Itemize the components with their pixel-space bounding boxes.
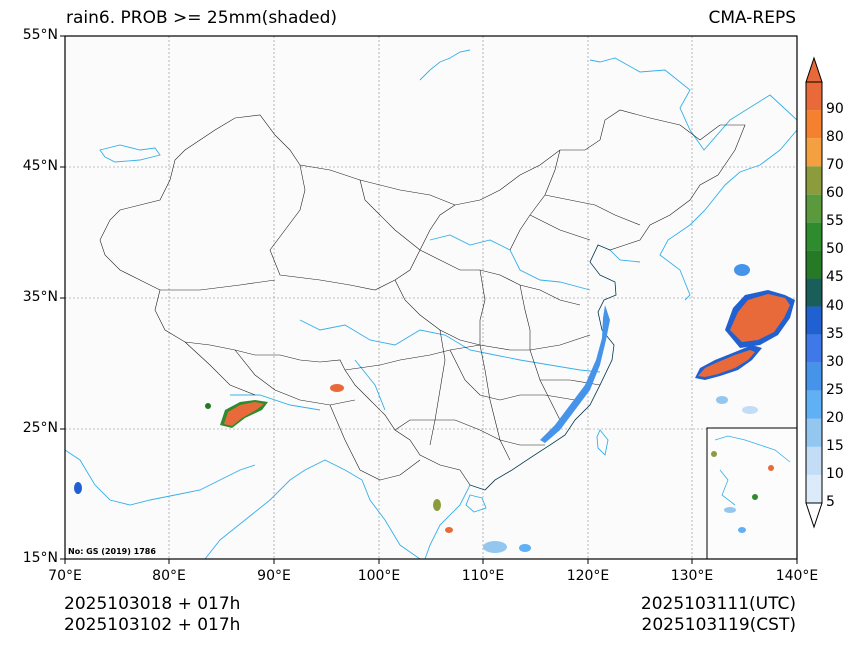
colorbar-block-80 [806,110,822,139]
shade-scs-3 [483,541,507,553]
lon-tick-120: 120°E [566,568,610,584]
footer-left: 2025103018 + 017h 2025103102 + 017h [64,594,240,636]
colorbar-label-25: 25 [826,381,844,398]
colorbar-label-55: 55 [826,213,844,230]
colorbar-label-20: 20 [826,409,844,426]
colorbar-block-25 [806,362,822,391]
colorbar-label-5: 5 [826,494,835,510]
shade-scs-1 [433,499,441,511]
colorbar-label-15: 15 [826,437,844,454]
shade-scs-2 [445,527,453,533]
lon-tick-100: 100°E [357,568,401,584]
colorbar-block-60 [806,166,822,195]
colorbar-block-40 [806,278,822,307]
lat-tick-35: 35°N [22,289,58,305]
colorbar-label-35: 35 [826,325,844,342]
lat-tick-45: 45°N [22,158,58,174]
lon-tick-80: 80°E [152,568,186,584]
init-time-utc: 2025103018 + 017h [64,594,241,614]
lon-tick-130: 130°E [670,568,714,584]
graticule [65,36,797,559]
lon-tick-90: 90°E [257,568,291,584]
colorbar-block-45 [806,250,822,279]
inset-shading [711,451,774,533]
map-approval-number: No: GS (2019) 1786 [68,547,156,556]
shade-east-scatter-3 [742,406,758,414]
shade-west-2 [205,403,211,409]
lon-tick-110: 110°E [461,568,505,584]
colorbar-label-70: 70 [826,157,844,174]
colorbar-label-60: 60 [826,185,844,202]
colorbar-label-10: 10 [826,465,844,482]
coastlines [64,49,798,560]
colorbar-block-35 [806,306,822,335]
colorbar-block-70 [806,138,822,167]
colorbar-block-55 [806,194,822,223]
lon-tick-140: 140°E [775,568,819,584]
colorbar [805,56,823,529]
valid-time-cst: 2025103119(CST) [641,615,796,635]
init-time-cst: 2025103102 + 017h [64,615,241,635]
lon-tick-70: 70°E [48,568,82,584]
model-source-label: CMA-REPS [708,8,796,28]
colorbar-block-30 [806,334,822,363]
lat-tick-25: 25°N [22,420,58,436]
shade-east-core [730,294,790,342]
valid-time-utc: 2025103111(UTC) [640,594,796,614]
colorbar-label-30: 30 [826,353,844,370]
colorbar-block-50 [806,222,822,251]
colorbar-block-5 [806,474,822,503]
colorbar-extend-max [805,56,823,83]
shade-himalaya-core [224,402,264,426]
colorbar-frame [805,81,823,504]
colorbar-label-90: 90 [826,101,844,118]
footer-right: 2025103111(UTC) 2025103119(CST) [641,594,796,636]
shade-east-band-core [698,350,755,377]
lat-tick-15: 15°N [22,550,58,566]
colorbar-label-80: 80 [826,129,844,146]
colorbar-label-40: 40 [826,297,844,314]
colorbar-block-15 [806,418,822,447]
shade-west-1 [74,482,82,494]
chart-title: rain6. PROB >= 25mm(shaded) [66,8,338,28]
inset-features [714,435,791,506]
colorbar-extend-min [805,502,823,529]
colorbar-block-20 [806,390,822,419]
lat-tick-55: 55°N [22,27,58,43]
tick-marks [60,35,798,564]
shade-east-scatter-1 [734,264,750,276]
shade-east-scatter-2 [716,396,728,404]
shade-burma-cell [330,384,344,392]
colorbar-block-10 [806,446,822,475]
probability-shading [74,264,795,553]
colorbar-label-50: 50 [826,241,844,258]
colorbar-block-90 [806,82,822,111]
shade-scs-4 [519,544,531,552]
south-china-sea-inset [706,427,798,560]
map-background [65,36,797,559]
boundaries [99,109,746,491]
colorbar-label-45: 45 [826,269,844,286]
shade-coast-stripe [540,305,610,443]
